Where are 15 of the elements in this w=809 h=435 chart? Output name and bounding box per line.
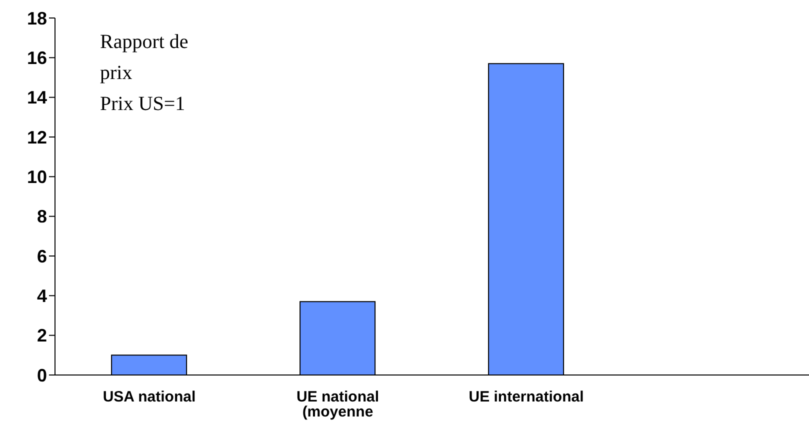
x-tick-label: USA national (102, 388, 196, 406)
annotation: Rapport de prix (100, 30, 190, 86)
x-tick-label: UE international (468, 388, 584, 406)
annotation: Prix US=1 (100, 92, 186, 117)
y-tick-label: 16 (26, 48, 47, 68)
y-tick-label: 14 (26, 88, 47, 108)
y-tick-label: 6 (36, 246, 47, 266)
y-tick-label: 2 (36, 326, 47, 346)
y-tick-label: 12 (26, 127, 47, 148)
y-tick-label: 10 (26, 167, 47, 188)
y-tick-label: 0 (36, 365, 47, 386)
y-tick-label: 18 (26, 8, 47, 28)
y-tick-label: 8 (36, 206, 47, 227)
x-tick-label: UE national (moyenne (296, 388, 380, 421)
y-tick-label: 4 (36, 286, 47, 306)
